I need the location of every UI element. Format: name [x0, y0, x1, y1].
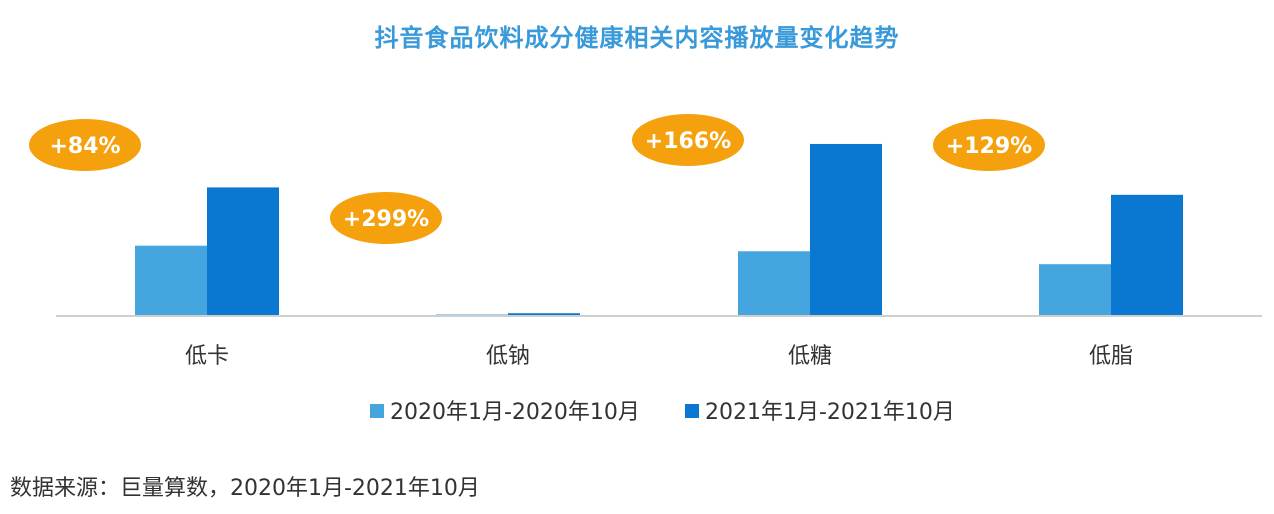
- growth-bubble: [330, 192, 442, 244]
- category-label: 低糖: [788, 344, 832, 369]
- growth-bubble: [933, 119, 1045, 171]
- growth-label: +166%: [645, 129, 731, 154]
- growth-bubbles-group: +84% +299% +166% +129%: [29, 114, 1045, 244]
- growth-label: +299%: [343, 207, 429, 232]
- source-note: 数据来源：巨量算数，2020年1月-2021年10月: [10, 476, 480, 501]
- chart-title: 抖音食品饮料成分健康相关内容播放量变化趋势: [374, 24, 900, 52]
- bar-低糖-series-1: [738, 251, 810, 316]
- category-label: 低钠: [486, 344, 530, 369]
- growth-bubble: [29, 119, 141, 171]
- legend-swatch: [370, 404, 384, 418]
- growth-label: +129%: [946, 134, 1032, 159]
- bar-低糖-series-2: [810, 143, 882, 316]
- bar-低钠-series-2: [508, 313, 580, 316]
- growth-bubble: [632, 114, 744, 166]
- bar-低卡-series-1: [135, 245, 207, 316]
- bars-group: [135, 143, 1183, 316]
- category-label: 低卡: [185, 344, 229, 369]
- legend-swatch: [685, 404, 699, 418]
- category-label: 低脂: [1089, 344, 1133, 369]
- category-labels-group: 低卡 低钠 低糖 低脂: [185, 344, 1133, 369]
- bar-低脂-series-2: [1111, 194, 1183, 316]
- legend-label: 2020年1月-2020年10月: [390, 400, 640, 425]
- growth-label: +84%: [49, 134, 120, 159]
- legend: 2020年1月-2020年10月 2021年1月-2021年10月: [370, 400, 955, 425]
- bar-低卡-series-2: [207, 187, 279, 316]
- bar-低脂-series-1: [1039, 264, 1111, 316]
- legend-label: 2021年1月-2021年10月: [705, 400, 955, 425]
